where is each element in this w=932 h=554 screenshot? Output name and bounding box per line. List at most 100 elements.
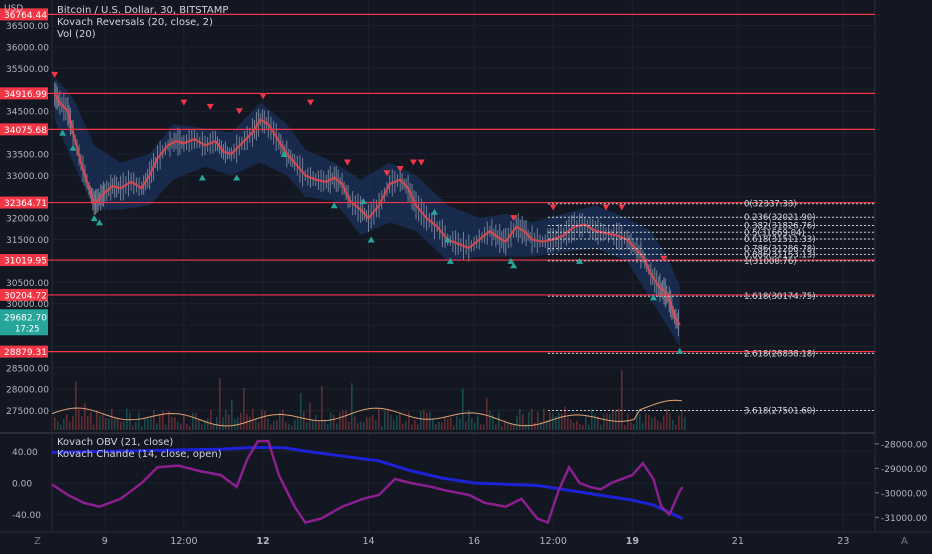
reversal-up-marker <box>330 202 338 209</box>
x-tick-label: 14 <box>362 536 374 547</box>
volume-bar <box>321 385 323 430</box>
volume-bar <box>657 420 659 430</box>
level-tag <box>0 87 48 100</box>
volume-bar <box>150 417 152 430</box>
volume-bar <box>168 411 170 430</box>
volume-bar <box>225 409 227 430</box>
volume-bar <box>423 409 425 430</box>
reversal-up-marker <box>359 198 367 205</box>
x-tick-label: 23 <box>837 536 849 547</box>
reversal-down-marker <box>409 159 417 166</box>
volume-bar <box>609 414 611 430</box>
volume-bar <box>342 410 344 430</box>
y-tick-label: 33000.00 <box>6 172 49 182</box>
volume-bar <box>579 424 581 430</box>
volume-bar <box>375 420 377 430</box>
volume-bar <box>513 424 515 430</box>
volume-bar <box>81 416 83 430</box>
reversal-down-marker <box>510 215 518 222</box>
volume-bar <box>204 420 206 430</box>
volume-bar <box>477 415 479 430</box>
reversal-down-marker <box>343 159 351 166</box>
reversal-markers <box>51 71 684 354</box>
volume-bar <box>192 412 194 430</box>
x-tick-label: 12:00 <box>170 536 197 547</box>
volume-bar <box>684 416 686 430</box>
obv-line <box>51 445 684 520</box>
volume-bar <box>420 411 422 430</box>
volume-bar <box>96 410 98 430</box>
indicator-chande[interactable]: Kovach Chande (14, close, open) <box>57 449 222 460</box>
volume-bar <box>105 417 107 430</box>
volume-bar <box>117 417 119 430</box>
volume-bar <box>93 424 95 430</box>
volume-bar <box>591 408 593 430</box>
volume-bar <box>654 416 656 430</box>
volume-histogram <box>51 370 686 430</box>
y-tick-label: 30500.00 <box>6 279 49 289</box>
timezone-button[interactable]: Z <box>34 536 41 547</box>
volume-bar <box>369 417 371 430</box>
volume-bar <box>162 411 164 430</box>
volume-bar <box>294 419 296 430</box>
volume-bar <box>444 417 446 430</box>
volume-bar <box>522 414 524 430</box>
reversal-down-marker <box>206 103 214 110</box>
volume-bar <box>372 414 374 430</box>
chande-tick-label: -40.00 <box>12 511 41 521</box>
y-tick-label: 27500.00 <box>6 407 49 417</box>
volume-bar <box>291 425 293 430</box>
volume-bar <box>102 414 104 430</box>
reversal-down-marker <box>602 204 610 211</box>
volume-bar <box>399 413 401 430</box>
volume-bar <box>594 414 596 430</box>
volume-bar <box>135 422 137 430</box>
volume-bar <box>564 406 566 430</box>
volume-bar <box>366 417 368 430</box>
indicator-obv[interactable]: Kovach OBV (21, close) <box>57 437 174 448</box>
volume-bar <box>456 416 458 430</box>
volume-bar <box>462 388 464 430</box>
chande-tick-label: 40.00 <box>12 448 38 458</box>
volume-bar <box>471 418 473 430</box>
volume-bar <box>378 408 380 430</box>
volume-bar <box>201 424 203 430</box>
volume-bar <box>531 408 533 430</box>
x-tick-label: 21 <box>732 536 744 547</box>
volume-bar <box>57 421 59 430</box>
volume-bar <box>486 397 488 430</box>
x-tick-label: 12:00 <box>539 536 566 547</box>
volume-bar <box>381 425 383 430</box>
volume-bar <box>69 421 71 430</box>
volume-bar <box>540 421 542 430</box>
volume-bar <box>405 421 407 430</box>
volume-bar <box>132 425 134 430</box>
indicator-volume[interactable]: Vol (20) <box>57 29 96 40</box>
volume-bar <box>519 408 521 430</box>
volume-bar <box>309 402 311 430</box>
volume-bar <box>537 411 539 430</box>
indicator-reversals[interactable]: Kovach Reversals (20, close, 2) <box>57 17 213 28</box>
fib-label: 0(32337.33) <box>744 200 797 210</box>
volume-bar <box>510 423 512 430</box>
auto-scale-button[interactable]: A <box>901 536 908 547</box>
volume-bar <box>582 424 584 430</box>
reversal-up-marker <box>69 144 77 151</box>
volume-bar <box>678 415 680 430</box>
volume-bar <box>261 409 263 430</box>
volume-bar <box>426 412 428 430</box>
volume-bar <box>600 424 602 430</box>
obv-tick-label: -28000.00 <box>881 440 927 450</box>
y-tick-label: 34500.00 <box>6 108 49 118</box>
volume-bar <box>447 418 449 430</box>
symbol-title[interactable]: Bitcoin / U.S. Dollar, 30, BITSTAMP <box>57 5 229 16</box>
obv-tick-label: -30000.00 <box>881 489 927 499</box>
countdown-label: 17:25 <box>15 324 40 334</box>
volume-bar <box>606 413 608 430</box>
x-tick-label: 19 <box>626 536 639 547</box>
volume-bar <box>567 418 569 430</box>
volume-bar <box>516 415 518 430</box>
volume-bar <box>630 422 632 430</box>
